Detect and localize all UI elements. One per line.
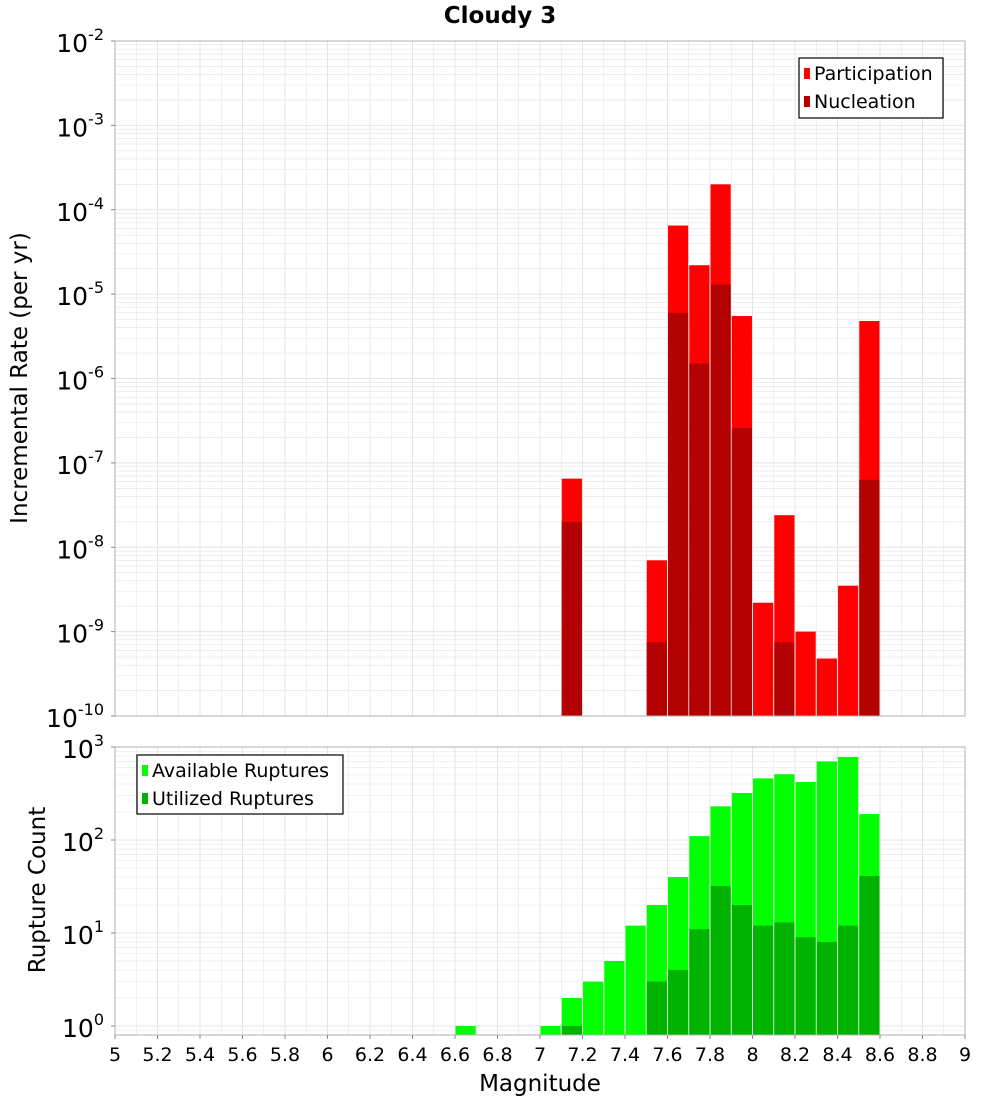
top-y-tick-exponent: -2 [88,25,104,44]
x-tick-label: 8.2 [780,1044,810,1066]
bottom-legend-swatch [142,765,148,776]
x-tick-label: 6.8 [482,1044,512,1066]
top-y-tick-exponent: -6 [88,363,104,382]
top-y-tick-exponent: -8 [88,531,104,550]
bottom-y-tick-label: 103 [62,731,104,764]
x-tick-label: 6.2 [355,1044,385,1066]
bottom-legend-label: Available Ruptures [152,760,329,782]
available-ruptures-bar [583,981,604,1035]
nucleation-bar [668,312,689,716]
top-y-tick-label: 10-2 [56,25,104,58]
participation-bar [753,602,774,716]
available-ruptures-bar [561,997,582,1035]
bottom-legend-label: Utilized Ruptures [152,788,314,810]
utilized-ruptures-bar [816,942,837,1035]
x-tick-label: 7.8 [695,1044,725,1066]
available-ruptures-bar [455,1025,476,1035]
available-ruptures-bar [604,960,625,1035]
top-y-tick-exponent: -5 [88,278,104,297]
nucleation-bar [774,642,795,716]
bottom-y-tick-label: 101 [62,917,104,950]
utilized-ruptures-bar [859,876,880,1035]
nucleation-bar [689,363,710,716]
bottom-y-tick-label: 100 [62,1010,104,1043]
top-y-tick-label: 10-7 [56,447,104,480]
x-tick-label: 8.4 [822,1044,852,1066]
top-y-tick-label: 10-9 [56,616,104,649]
bottom-y-tick-exponent: 3 [94,731,104,750]
bottom-legend-swatch [142,793,148,804]
top-y-tick-exponent: -7 [88,447,104,466]
x-tick-label: 6 [321,1044,333,1066]
utilized-ruptures-bar [561,1025,582,1035]
x-tick-label: 8 [746,1044,758,1066]
top-y-tick-exponent: -10 [78,700,104,719]
top-y-tick-exponent: -9 [88,616,104,635]
x-tick-label: 5.8 [270,1044,300,1066]
top-legend-label: Participation [814,63,933,85]
nucleation-bar [859,479,880,716]
utilized-ruptures-bar [774,922,795,1035]
utilized-ruptures-bar [838,925,859,1035]
top-legend-swatch [804,68,810,79]
x-tick-label: 7.6 [652,1044,682,1066]
x-tick-label: 5.6 [227,1044,257,1066]
top-y-tick-exponent: -3 [88,109,104,128]
nucleation-bar [646,642,667,716]
top-y-tick-exponent: -4 [88,194,104,213]
x-tick-label: 5.4 [185,1044,215,1066]
available-ruptures-bar [540,1025,561,1035]
participation-bar [838,585,859,716]
x-tick-label: 8.6 [865,1044,895,1066]
top-y-tick-label: 10-5 [56,278,104,311]
top-y-tick-label: 10-8 [56,531,104,564]
utilized-ruptures-bar [710,886,731,1035]
participation-bar [816,658,837,716]
x-tick-label: 9 [959,1044,971,1066]
top-y-axis-label: Incremental Rate (per yr) [7,232,33,524]
bottom-legend-box [136,754,344,815]
utilized-ruptures-bar [646,981,667,1035]
utilized-ruptures-bar [753,925,774,1035]
top-y-tick-label: 10-10 [46,700,104,733]
top-legend-label: Nucleation [814,91,916,113]
top-y-tick-label: 10-6 [56,363,104,396]
top-legend-box [798,57,944,119]
bottom-y-axis-label: Rupture Count [25,807,51,973]
nucleation-bar [561,521,582,716]
utilized-ruptures-bar [668,969,689,1035]
bottom-y-tick-exponent: 1 [94,917,104,936]
x-tick-label: 7.4 [610,1044,640,1066]
participation-bar [795,631,816,716]
utilized-ruptures-bar [731,904,752,1035]
utilized-ruptures-bar [795,937,816,1035]
available-ruptures-bar [625,925,646,1035]
bottom-y-tick-exponent: 0 [94,1010,104,1029]
nucleation-bar [731,427,752,716]
chart-title: Cloudy 3 [444,3,556,29]
x-tick-label: 7 [534,1044,546,1066]
x-tick-label: 6.4 [397,1044,427,1066]
top-legend-swatch [804,96,810,107]
top-y-tick-label: 10-4 [56,194,104,227]
utilized-ruptures-bar [689,929,710,1035]
top-y-tick-label: 10-3 [56,109,104,142]
x-tick-label: 5.2 [142,1044,172,1066]
x-tick-label: 5 [109,1044,121,1066]
bottom-y-tick-exponent: 2 [94,824,104,843]
x-axis-label: Magnitude [479,1071,601,1097]
x-tick-label: 6.6 [440,1044,470,1066]
nucleation-bar [710,284,731,716]
x-tick-label: 7.2 [567,1044,597,1066]
x-tick-label: 8.8 [907,1044,937,1066]
bottom-y-tick-label: 102 [62,824,104,857]
